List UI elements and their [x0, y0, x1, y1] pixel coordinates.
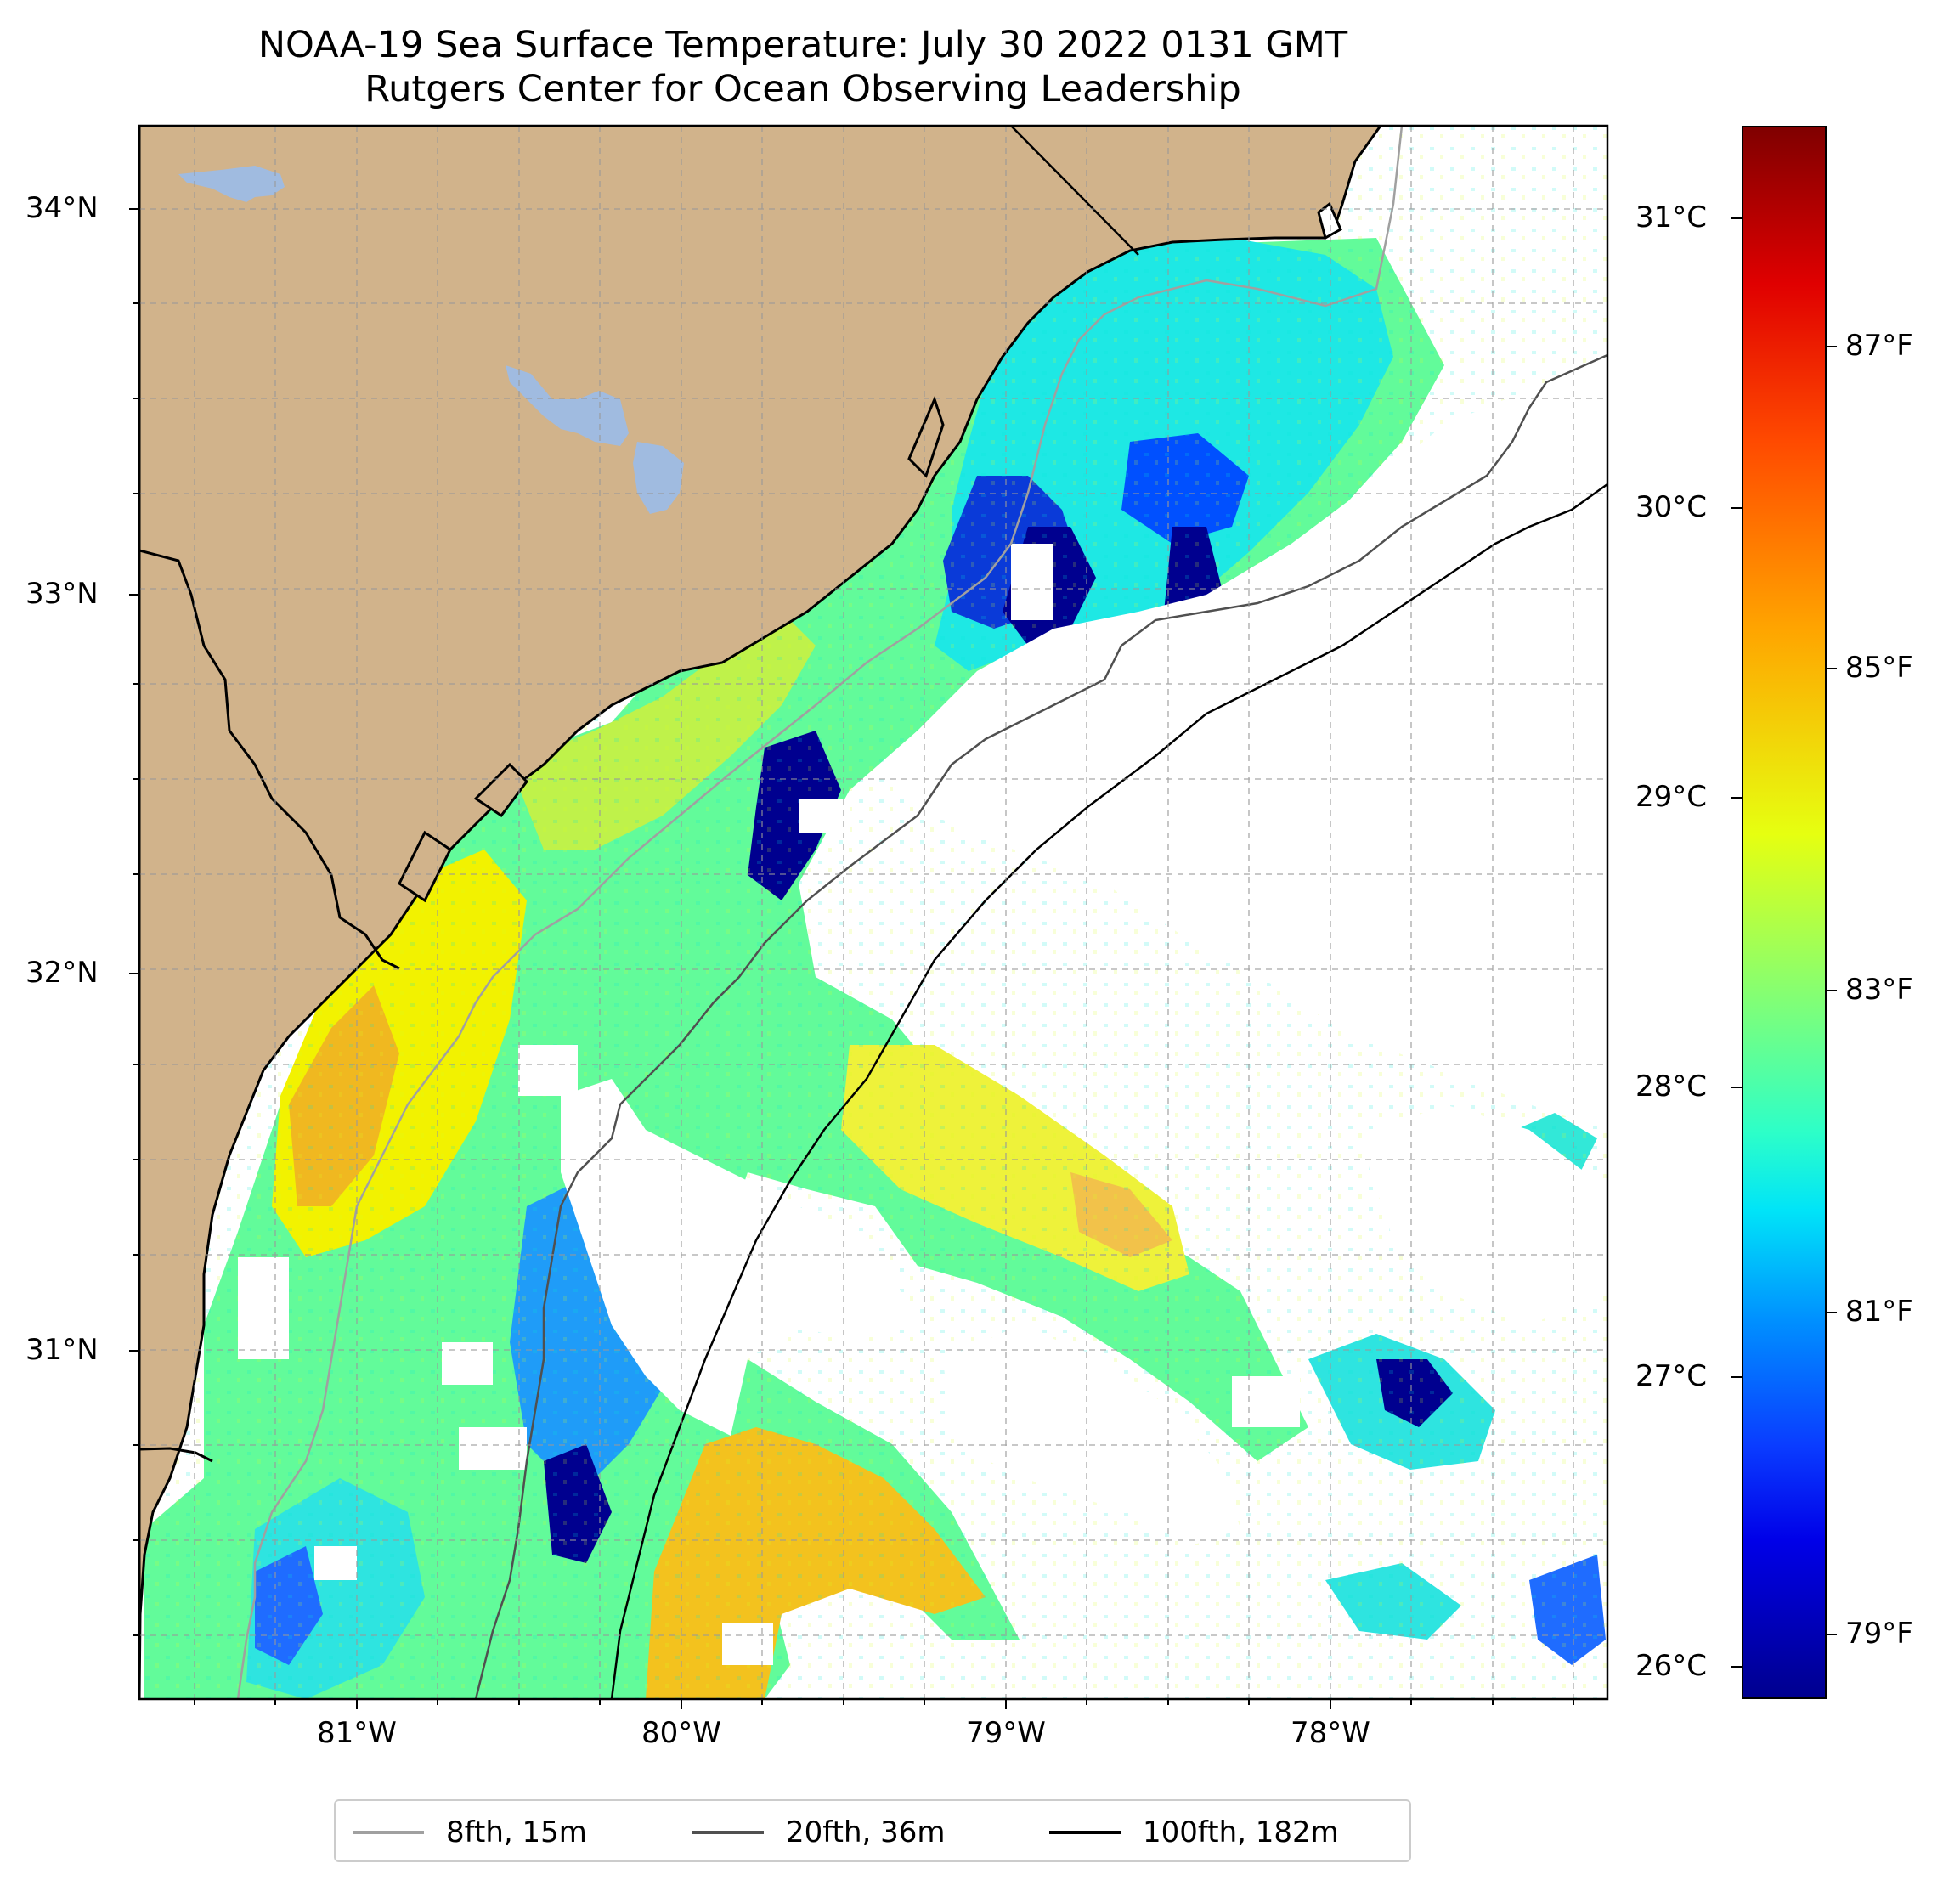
cb-label-31c: 31°C	[1635, 200, 1708, 234]
cloud-gap-3	[943, 1325, 1240, 1546]
estuary-detail	[1317, 201, 1342, 240]
contour-20fth	[474, 353, 1607, 1699]
cloud-gap-10	[314, 1546, 357, 1580]
sst-colorbar	[1742, 126, 1827, 1699]
lon-ticks	[194, 1699, 1574, 1709]
cb-label-79f: 79°F	[1845, 1617, 1913, 1651]
contour-8fth	[236, 126, 1404, 1699]
lake-waccamaw	[178, 166, 285, 202]
contour-legend: 8fth, 15m 20fth, 36m 100fth, 182m	[334, 1799, 1411, 1862]
cloud-gap-7	[518, 1045, 578, 1096]
cloud-gap-1	[884, 357, 1607, 1130]
cb-label-27c: 27°C	[1635, 1359, 1708, 1393]
colorbar-ticks	[1731, 217, 1837, 1668]
legend-line-8fth	[353, 1831, 424, 1834]
lat-label-33n: 33°N	[25, 577, 99, 611]
cb-label-87f: 87°F	[1845, 329, 1913, 363]
map-subtitle: Rutgers Center for Ocean Observing Leade…	[364, 68, 1241, 110]
lat-label-31n: 31°N	[25, 1333, 99, 1367]
map-gridlines	[139, 126, 1607, 1699]
legend-line-20fth	[692, 1831, 764, 1834]
legend-label-100fth: 100fth, 182m	[1143, 1815, 1339, 1849]
lake-marion	[506, 365, 629, 446]
cb-label-81f: 81°F	[1845, 1295, 1913, 1329]
lat-ticks	[129, 208, 139, 1636]
estuary-detail-2	[907, 395, 945, 478]
legend-label-20fth: 20fth, 36m	[786, 1815, 946, 1849]
legend-item-20fth: 20fth, 36m	[692, 1811, 946, 1854]
cb-label-85f: 85°F	[1845, 651, 1913, 685]
legend-item-8fth: 8fth, 15m	[353, 1811, 587, 1854]
lon-label-78w: 78°W	[1291, 1716, 1370, 1750]
state-border-ga-fl	[139, 1447, 213, 1463]
state-border-nc-sc	[1010, 126, 1139, 256]
lat-label-32n: 32°N	[25, 956, 99, 990]
cloud-gap-2	[561, 1079, 918, 1436]
cloud-gap-9	[459, 1427, 527, 1470]
legend-label-8fth: 8fth, 15m	[446, 1815, 587, 1849]
cloud-gap-8	[442, 1342, 493, 1385]
cb-label-83f: 83°F	[1845, 973, 1913, 1007]
map-title: NOAA-19 Sea Surface Temperature: July 30…	[257, 24, 1348, 66]
lake-moultrie	[633, 442, 684, 514]
state-border-sc-ga	[139, 549, 400, 970]
cloud-gap-11	[722, 1623, 773, 1665]
cloud-gap-13	[799, 799, 850, 833]
map-frame	[138, 124, 1609, 1701]
cb-label-30c: 30°C	[1635, 490, 1708, 524]
cloud-gap-5	[1232, 1376, 1300, 1427]
contour-100fth	[610, 483, 1607, 1699]
lat-label-34n: 34°N	[25, 191, 99, 225]
legend-item-100fth: 100fth, 182m	[1049, 1811, 1339, 1854]
cb-label-26c: 26°C	[1635, 1649, 1708, 1683]
lon-label-80w: 80°W	[641, 1716, 721, 1750]
legend-line-100fth	[1049, 1831, 1121, 1834]
cloud-gap-12	[238, 1257, 289, 1359]
lon-label-79w: 79°W	[966, 1716, 1046, 1750]
lon-label-81w: 81°W	[317, 1716, 397, 1750]
cb-label-29c: 29°C	[1635, 780, 1708, 814]
land-area	[139, 126, 1382, 1699]
estuary-detail-3	[473, 762, 528, 818]
cb-label-28c: 28°C	[1635, 1070, 1708, 1104]
cloud-gap-6	[1011, 544, 1053, 620]
